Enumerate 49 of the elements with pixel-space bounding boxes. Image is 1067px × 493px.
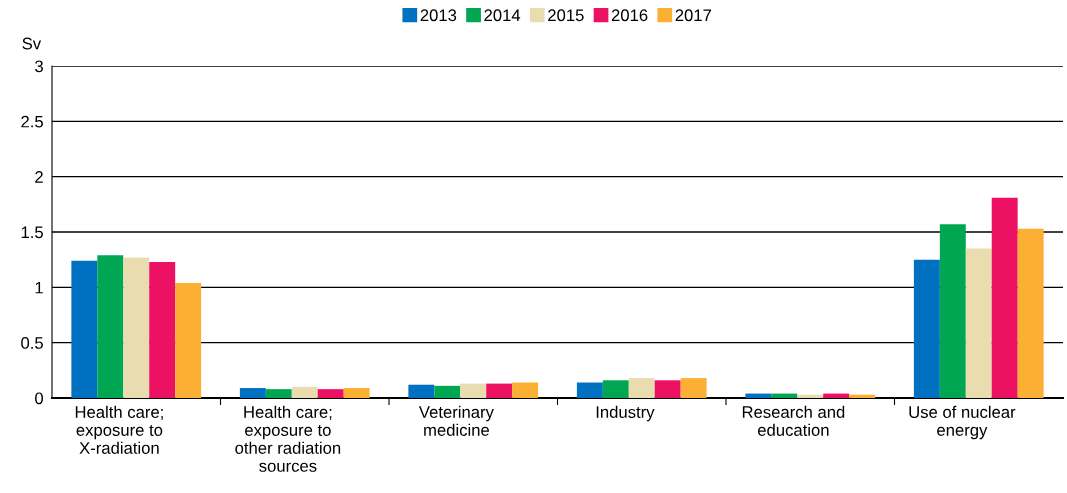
bar	[576, 382, 603, 398]
bar	[512, 382, 539, 398]
bar	[991, 197, 1018, 398]
bar	[434, 385, 461, 398]
bar	[291, 386, 318, 398]
legend-label: 2016	[611, 9, 648, 22]
bar	[149, 261, 176, 398]
bar	[97, 255, 124, 398]
bar	[823, 393, 850, 398]
legend-label: 2015	[548, 9, 584, 22]
bar	[965, 248, 992, 398]
y-axis-title: Sv	[22, 37, 42, 50]
y-tick-label: 3	[35, 60, 43, 73]
y-tick-label: 2.5	[21, 115, 43, 128]
legend-label: 2013	[420, 9, 457, 22]
bar	[654, 380, 681, 398]
bar	[680, 378, 707, 398]
x-tick-label: Health care; exposure to other radiation sources	[235, 405, 341, 472]
bar	[602, 380, 629, 398]
x-tick-label: Use of nuclear energy	[909, 405, 1016, 440]
x-tick-label: Veterinary medicine	[418, 405, 494, 436]
x-tick-label: Research and education	[742, 405, 845, 436]
y-tick-label: 0.5	[21, 337, 43, 349]
x-tick-label: Health care; exposure to X-radiation	[75, 405, 163, 454]
bar	[239, 388, 266, 398]
bar	[408, 384, 435, 398]
y-tick-label: 1.5	[21, 226, 43, 239]
y-tick-label: 0	[35, 392, 44, 405]
bar	[486, 383, 513, 398]
y-tick-label: 2	[35, 171, 43, 183]
bar	[771, 393, 798, 398]
bar	[849, 394, 876, 398]
bar	[123, 257, 150, 398]
bar	[797, 394, 824, 398]
bar	[460, 383, 487, 398]
bar	[913, 259, 940, 398]
bar	[745, 393, 772, 398]
x-tick-label: Industry	[596, 405, 655, 422]
bar	[628, 378, 655, 398]
y-tick-label: 1	[35, 281, 43, 294]
bar	[175, 282, 202, 398]
legend-label: 2017	[675, 9, 712, 22]
bar	[265, 389, 292, 398]
bar	[343, 388, 370, 398]
legend-label: 2014	[484, 9, 521, 22]
bar	[71, 260, 98, 398]
bar	[939, 224, 966, 398]
bar	[317, 389, 344, 398]
bar	[1017, 228, 1044, 398]
